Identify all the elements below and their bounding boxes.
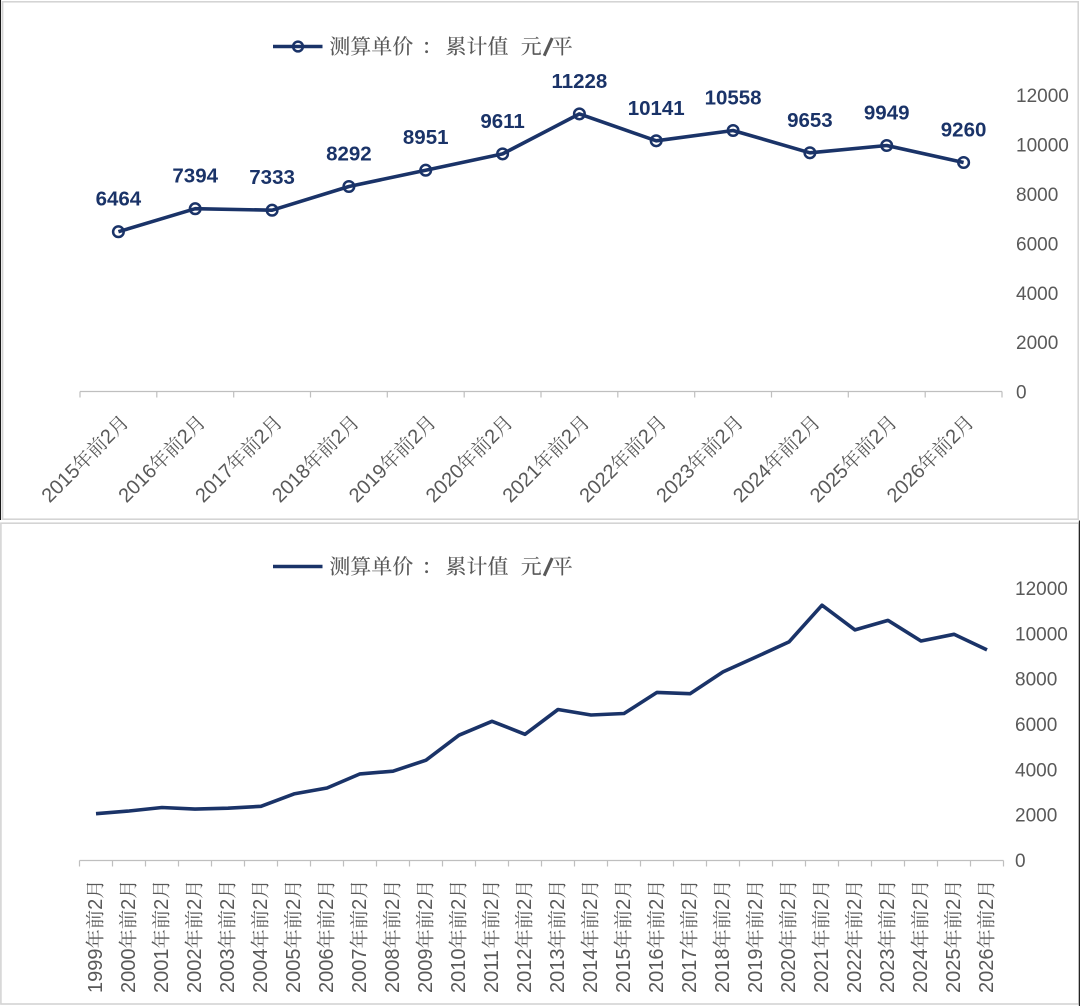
svg-text:2010: 2010: [448, 949, 470, 994]
svg-text:4000: 4000: [1016, 284, 1058, 305]
svg-text:2000: 2000: [118, 949, 140, 994]
svg-text:6464: 6464: [96, 188, 142, 211]
svg-text:2: 2: [943, 899, 965, 910]
svg-text:2000: 2000: [1016, 333, 1058, 354]
svg-text:2: 2: [151, 899, 173, 910]
svg-text:2: 2: [778, 899, 800, 910]
svg-text:2003: 2003: [217, 949, 239, 994]
svg-text:2008: 2008: [382, 949, 404, 994]
svg-text:9611: 9611: [480, 110, 524, 133]
svg-text:2: 2: [316, 899, 338, 910]
svg-text:2: 2: [811, 899, 833, 910]
svg-text:2006: 2006: [316, 949, 338, 994]
svg-text:2: 2: [349, 899, 371, 910]
svg-text:8951: 8951: [403, 126, 449, 149]
svg-text:8292: 8292: [326, 143, 372, 166]
svg-text:7394: 7394: [172, 165, 218, 188]
svg-text:2025: 2025: [943, 949, 965, 994]
svg-text:2: 2: [712, 899, 734, 910]
svg-text:2002: 2002: [184, 949, 206, 994]
svg-text:9260: 9260: [941, 119, 987, 142]
svg-text:2: 2: [415, 899, 437, 910]
svg-text:2011: 2011: [481, 950, 503, 993]
svg-text:2: 2: [613, 899, 635, 910]
svg-text:2: 2: [646, 899, 668, 910]
svg-text:2: 2: [580, 899, 602, 910]
svg-text:2023: 2023: [877, 949, 899, 994]
svg-text:6000: 6000: [1016, 234, 1058, 255]
svg-text:2: 2: [547, 899, 569, 910]
svg-text:2: 2: [217, 899, 239, 910]
svg-text:2: 2: [382, 899, 404, 910]
svg-text:1999: 1999: [85, 949, 107, 994]
svg-text:2: 2: [844, 899, 866, 910]
svg-text:12000: 12000: [1016, 86, 1069, 107]
svg-text:10000: 10000: [1015, 624, 1068, 645]
svg-text:2017: 2017: [679, 949, 701, 994]
svg-text:7333: 7333: [249, 166, 295, 189]
svg-text:9653: 9653: [787, 109, 833, 132]
svg-text:2018: 2018: [712, 949, 734, 994]
svg-text:6000: 6000: [1015, 715, 1057, 736]
svg-text:2016: 2016: [646, 949, 668, 994]
svg-text:2: 2: [85, 899, 107, 910]
svg-text:0: 0: [1015, 851, 1026, 872]
svg-text:2005: 2005: [283, 949, 305, 994]
svg-text:2: 2: [184, 899, 206, 910]
svg-text:2007: 2007: [349, 949, 371, 994]
svg-text:2026: 2026: [976, 949, 998, 994]
svg-text:2: 2: [976, 899, 998, 910]
svg-text:2: 2: [910, 899, 932, 910]
svg-text:2: 2: [250, 899, 272, 910]
svg-text:0: 0: [1016, 383, 1027, 404]
svg-text:2: 2: [118, 899, 140, 910]
svg-text:2012: 2012: [514, 949, 536, 994]
svg-text:10558: 10558: [705, 87, 762, 110]
svg-text:2: 2: [514, 899, 536, 910]
svg-text:2: 2: [745, 899, 767, 910]
svg-text:2: 2: [679, 899, 701, 910]
svg-text:2: 2: [283, 899, 305, 910]
svg-text:2: 2: [481, 899, 503, 910]
svg-text:2022: 2022: [844, 949, 866, 994]
svg-text:2000: 2000: [1015, 806, 1057, 827]
svg-text:2: 2: [877, 899, 899, 910]
svg-text:9949: 9949: [864, 102, 910, 125]
svg-text:2024: 2024: [910, 949, 932, 994]
svg-text:10141: 10141: [628, 97, 685, 120]
svg-text:2019: 2019: [745, 949, 767, 994]
svg-text:8000: 8000: [1015, 670, 1057, 691]
svg-text:4000: 4000: [1015, 760, 1057, 781]
svg-text:12000: 12000: [1015, 579, 1068, 600]
svg-text:2009: 2009: [415, 949, 437, 994]
svg-text:2001: 2001: [151, 949, 173, 994]
svg-text:2015: 2015: [613, 949, 635, 994]
svg-text:2: 2: [448, 899, 470, 910]
svg-text:10000: 10000: [1016, 135, 1069, 156]
svg-text:2014: 2014: [580, 949, 602, 994]
svg-text:8000: 8000: [1016, 185, 1058, 206]
svg-text:2013: 2013: [547, 949, 569, 994]
svg-text:2020: 2020: [778, 949, 800, 994]
svg-text:11228: 11228: [551, 70, 607, 93]
svg-text:2021: 2021: [811, 949, 833, 994]
svg-text:2004: 2004: [250, 949, 272, 994]
